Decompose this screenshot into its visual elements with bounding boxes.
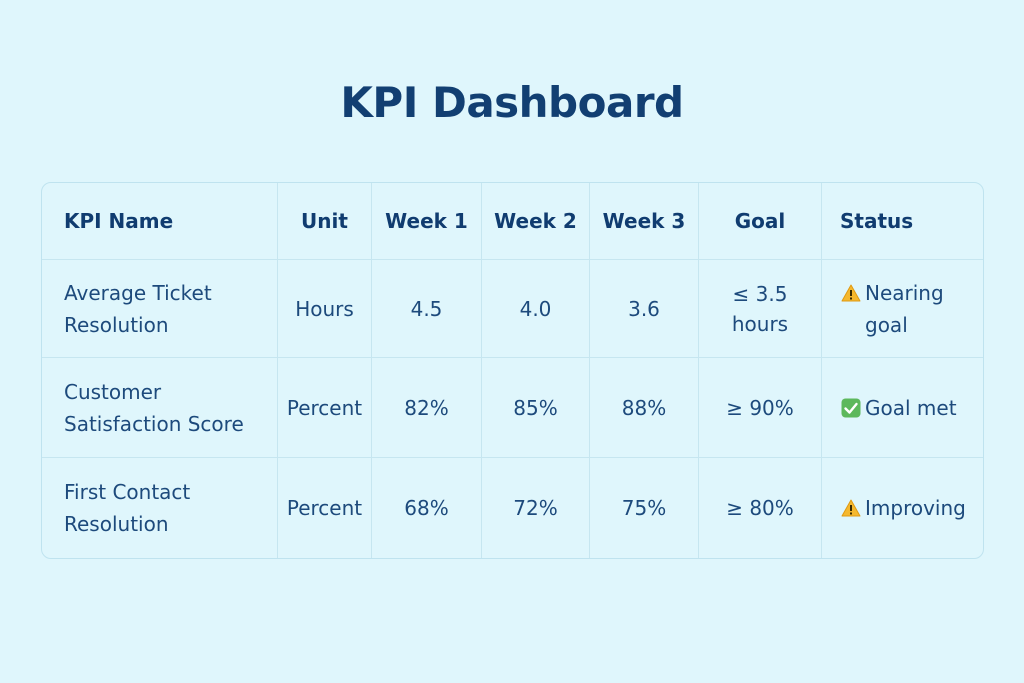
week3-cell: 75% — [590, 458, 699, 558]
header-goal: Goal — [699, 183, 822, 260]
warning-icon — [840, 497, 862, 519]
table-row: Average Ticket Resolution Hours 4.5 4.0 … — [42, 260, 983, 358]
header-unit: Unit — [278, 183, 372, 260]
status-cell: Improving — [822, 458, 983, 558]
goal-value: ≥ 90% — [726, 395, 794, 420]
week3-cell: 3.6 — [590, 260, 699, 358]
kpi-name-cell: Average Ticket Resolution — [42, 260, 278, 358]
goal-cell: ≥ 80% — [699, 458, 822, 558]
week2-cell: 85% — [482, 358, 590, 458]
status-label: Goal met — [865, 395, 957, 420]
goal-cell: ≥ 90% — [699, 358, 822, 458]
table-header-row: KPI Name Unit Week 1 Week 2 Week 3 Goal … — [42, 183, 983, 260]
table-row: Customer Satisfaction Score Percent 82% … — [42, 358, 983, 458]
goal-value: ≥ 80% — [726, 496, 794, 520]
header-kpi-name: KPI Name — [42, 183, 278, 260]
status-cell: Nearing goal — [822, 260, 983, 358]
unit-cell: Percent — [278, 358, 372, 458]
week2-cell: 4.0 — [482, 260, 590, 358]
week3-cell: 88% — [590, 358, 699, 458]
week1-cell: 82% — [372, 358, 482, 458]
status-cell: Goal met — [822, 358, 983, 458]
header-week2: Week 2 — [482, 183, 590, 260]
week1-cell: 4.5 — [372, 260, 482, 358]
unit-cell: Percent — [278, 458, 372, 558]
goal-cell: ≤ 3.5 hours — [699, 260, 822, 358]
header-status: Status — [822, 183, 983, 260]
unit-cell: Hours — [278, 260, 372, 358]
warning-icon — [840, 282, 862, 304]
page-title: KPI Dashboard — [340, 78, 684, 127]
kpi-name-cell: First Contact Resolution — [42, 458, 278, 558]
header-week3: Week 3 — [590, 183, 699, 260]
kpi-name-cell: Customer Satisfaction Score — [42, 358, 278, 458]
kpi-table: KPI Name Unit Week 1 Week 2 Week 3 Goal … — [41, 182, 984, 559]
status-label: Nearing goal — [865, 280, 944, 337]
header-week1: Week 1 — [372, 183, 482, 260]
week2-cell: 72% — [482, 458, 590, 558]
table-row: First Contact Resolution Percent 68% 72%… — [42, 458, 983, 558]
status-label: Improving — [865, 496, 966, 520]
goal-value: ≤ 3.5 — [732, 281, 788, 306]
week1-cell: 68% — [372, 458, 482, 558]
check-icon — [840, 397, 862, 419]
goal-unit: hours — [731, 311, 789, 336]
